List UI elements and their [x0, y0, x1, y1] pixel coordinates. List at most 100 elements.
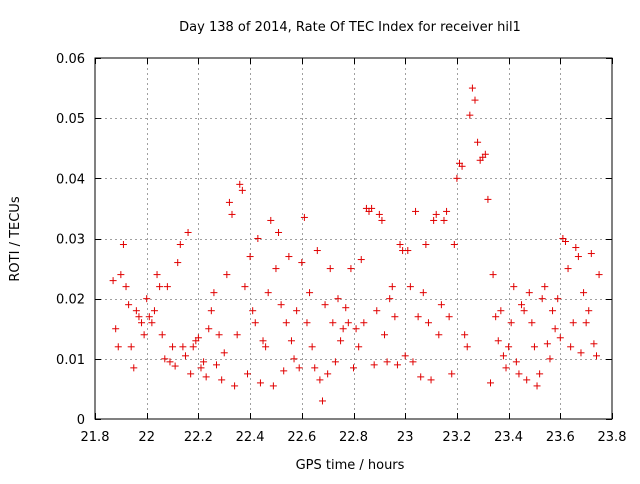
plot-frame: [94, 57, 613, 420]
data-point: [572, 244, 580, 252]
data-point: [303, 319, 311, 327]
data-point: [396, 241, 404, 249]
data-point: [148, 319, 156, 327]
data-point: [326, 265, 334, 273]
data-point: [287, 337, 295, 345]
data-point: [210, 289, 218, 297]
data-point: [448, 370, 456, 378]
data-point: [244, 370, 252, 378]
data-point: [334, 295, 342, 303]
data-point: [313, 247, 321, 255]
data-point: [254, 235, 262, 242]
data-point: [355, 343, 363, 351]
data-point: [269, 382, 277, 390]
data-point: [189, 343, 197, 351]
data-point: [391, 313, 399, 321]
data-point: [246, 253, 254, 261]
data-point: [564, 265, 572, 273]
data-point: [132, 307, 140, 315]
data-point: [543, 340, 551, 348]
data-point: [350, 364, 357, 372]
data-point: [344, 319, 352, 327]
y-tick-label: 0: [77, 413, 85, 428]
data-point: [145, 313, 153, 321]
data-point: [342, 304, 350, 312]
data-point: [383, 358, 391, 366]
data-point: [215, 331, 223, 339]
data-point: [194, 334, 202, 342]
data-point: [275, 228, 283, 236]
data-point: [463, 343, 471, 351]
x-tick-label: 22.6: [287, 430, 316, 445]
data-point: [466, 111, 474, 119]
data-point: [223, 271, 231, 279]
data-point: [357, 256, 365, 264]
data-point: [440, 216, 448, 224]
data-point: [249, 307, 257, 315]
data-point: [443, 207, 451, 215]
data-point: [293, 307, 301, 315]
x-axis-label: GPS time / hours: [296, 458, 405, 473]
data-point: [207, 307, 215, 315]
data-point: [523, 376, 531, 384]
data-point: [337, 337, 345, 345]
x-tick-label: 23.4: [494, 430, 523, 445]
data-point: [515, 370, 523, 378]
x-tick-labels: 21.8 22 22.2 22.4 22.6 22.8 23 23.2 23.4 23.6 23.8: [81, 430, 627, 445]
data-point: [417, 373, 425, 381]
data-point: [311, 364, 319, 372]
data-point: [595, 271, 603, 279]
x-tick-label: 23.8: [598, 430, 627, 445]
data-point: [225, 198, 233, 206]
data-point: [424, 319, 432, 327]
data-point: [318, 397, 326, 405]
data-point: [153, 271, 161, 279]
x-tick-label: 21.8: [81, 430, 110, 445]
data-point: [138, 319, 146, 327]
data-points: [109, 84, 603, 405]
data-point: [272, 265, 280, 273]
data-point: [373, 307, 381, 315]
data-point: [530, 343, 538, 351]
data-point: [538, 295, 546, 303]
data-point: [264, 289, 272, 297]
data-point: [259, 337, 267, 345]
data-point: [551, 325, 559, 333]
data-point: [528, 319, 536, 327]
data-point: [197, 364, 205, 372]
data-point: [324, 370, 332, 378]
data-point: [507, 319, 515, 327]
data-point: [176, 241, 184, 249]
data-point: [300, 213, 308, 221]
data-point: [388, 283, 396, 291]
x-tick-label: 22.8: [339, 430, 368, 445]
data-point: [150, 307, 158, 315]
data-point: [122, 283, 130, 291]
data-point: [368, 204, 376, 212]
data-point: [262, 343, 270, 351]
data-point: [329, 319, 337, 327]
data-point: [236, 180, 244, 188]
data-point: [505, 343, 513, 351]
data-point: [117, 271, 125, 279]
x-tick-label: 23: [397, 430, 414, 445]
data-point: [546, 355, 554, 363]
data-point: [567, 343, 575, 351]
data-point: [181, 352, 189, 360]
data-point: [169, 343, 177, 351]
data-point: [574, 253, 582, 261]
data-point: [556, 334, 564, 342]
y-tick-label: 0.03: [56, 233, 85, 248]
data-point: [156, 283, 164, 291]
data-point: [414, 313, 422, 321]
data-point: [256, 379, 264, 387]
data-point: [212, 361, 220, 369]
data-point: [171, 362, 179, 370]
data-point: [347, 265, 355, 273]
data-point: [218, 376, 226, 384]
y-axis-label: ROTI / TECUs: [8, 196, 23, 281]
data-point: [554, 295, 562, 303]
data-point: [549, 307, 557, 315]
